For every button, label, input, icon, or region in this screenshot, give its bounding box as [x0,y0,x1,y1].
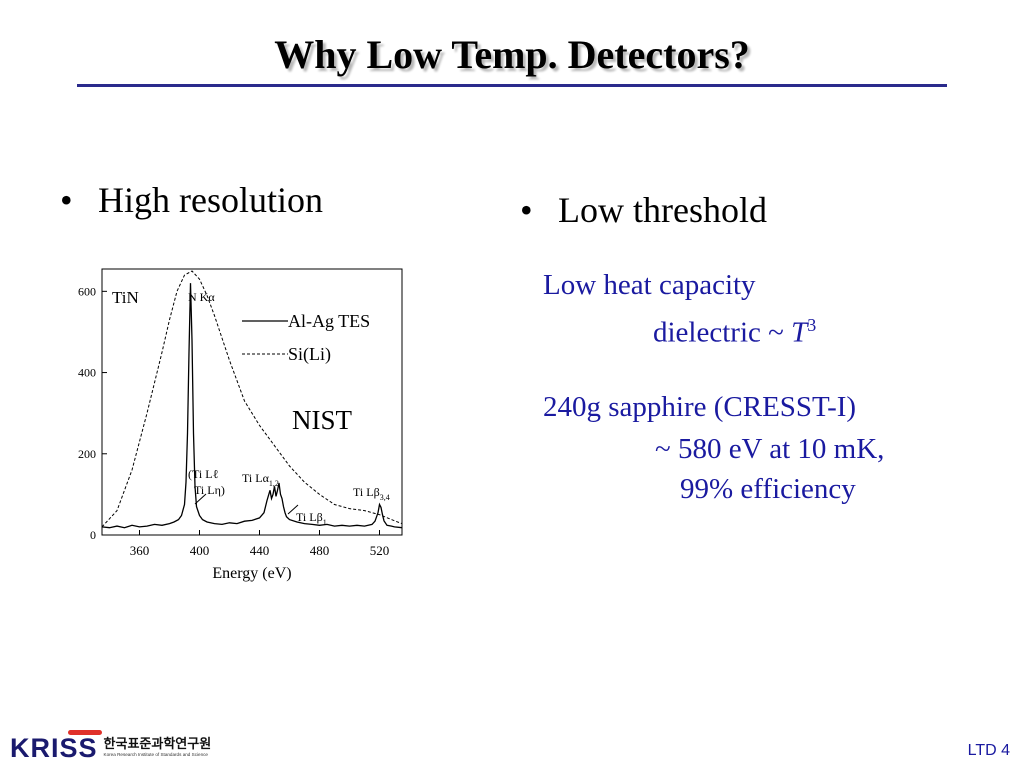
bullet-dot: • [520,190,533,230]
peak-label-ti-la: Ti Lα1,2 [242,471,279,488]
kriss-english-name: Korea Research Institute of Standards an… [103,752,208,758]
material-label: TiN [112,288,139,307]
y-tick-label: 600 [78,284,96,298]
peak-label-n-ka: N Kα [188,290,215,304]
legend-al-ag-tes: Al-Ag TES [288,311,370,331]
t-symbol: T [791,316,808,349]
x-axis-label: Energy (eV) [212,565,291,582]
dielectric-text: dielectric ~ [653,316,792,349]
peak-label-ti-l-eta: Ti Lη) [194,483,225,497]
logo-swoosh-icon [68,730,102,735]
x-tick-label: 520 [370,543,390,558]
t-exponent: 3 [807,315,817,335]
institution-label: NIST [292,405,353,435]
slide-title: Why Low Temp. Detectors? [274,32,750,77]
bullet-high-resolution: • High resolution [60,180,323,220]
plot-frame [101,268,403,536]
x-tick-label: 360 [130,543,150,558]
x-tick-label: 400 [190,543,210,558]
title-underline [77,84,947,87]
bullet-text: Low threshold [558,190,767,230]
arrow-ti-l [194,493,207,505]
x-tick-label: 440 [250,543,270,558]
series-si-li-line [101,270,403,528]
peak-label-ti-l-l: (Ti Lℓ [188,467,219,481]
kriss-logo: KRISS 한국표준과학연구원 Korea Research Institute… [10,730,212,763]
peak-label-ti-lb1: Ti Lβ1 [296,510,327,527]
x-tick-label: 480 [310,543,330,558]
y-tick-label: 400 [78,366,96,380]
kriss-name: 한국표준과학연구원 Korea Research Institute of St… [104,738,212,758]
series-al-ag-tes-line [101,283,403,529]
spectrum-chart: 360 400 440 480 520 0 200 400 600 TiN NIST Al-Ag… [78,268,403,582]
kriss-korean-name: 한국표준과학연구원 [103,737,212,753]
arrow-ti-lb1 [287,504,299,515]
bullet-dot: • [60,180,73,220]
efficiency-line: 99% efficiency [680,473,856,505]
legend-si-li: Si(Li) [288,344,331,365]
kriss-wordmark: KRISS [10,730,102,763]
dielectric-line: dielectric ~ T3 [653,308,816,350]
peak-label-ti-lb34: Ti Lβ3,4 [353,485,390,502]
y-tick-label: 200 [78,447,96,461]
resolution-line: ~ 580 eV at 10 mK, [655,433,885,465]
y-tick-label: 0 [90,528,96,542]
bullet-text: High resolution [98,180,323,220]
heat-capacity-line: Low heat capacity [543,269,756,301]
sapphire-line: 240g sapphire (CRESST-I) [543,391,857,423]
page-number: LTD 4 [967,742,1010,759]
bullet-low-threshold: • Low threshold [520,190,767,230]
